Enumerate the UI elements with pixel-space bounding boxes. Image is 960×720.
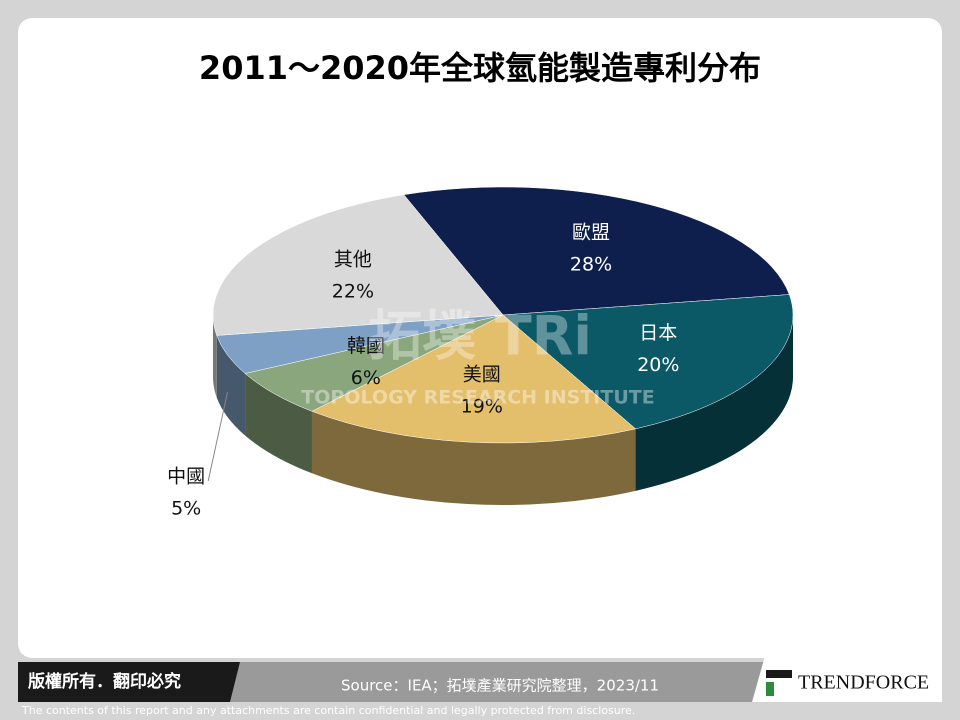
slice-side bbox=[213, 315, 217, 398]
leader-line bbox=[207, 392, 228, 482]
value-label: 6% bbox=[351, 367, 381, 389]
source-band bbox=[230, 662, 770, 702]
slice-side bbox=[311, 411, 636, 505]
watermark-logo: 拓墣 TRi bbox=[368, 305, 592, 368]
copyright: 版權所有．翻印必究 bbox=[28, 671, 181, 692]
slice-label: 日本 bbox=[639, 322, 677, 344]
slice-label: 韓國 bbox=[347, 335, 385, 357]
brand: TRENDFORCE bbox=[798, 672, 929, 694]
tops bbox=[212, 186, 794, 444]
value-label: 20% bbox=[637, 354, 679, 376]
slice-label: 歐盟 bbox=[572, 221, 610, 243]
logo-band bbox=[752, 638, 942, 702]
slice bbox=[403, 186, 790, 316]
chart-title: 2011～2020年全球氫能製造專利分布 bbox=[199, 49, 761, 87]
slice bbox=[311, 314, 637, 444]
logo-mark bbox=[766, 670, 792, 678]
slice-label: 中國 bbox=[167, 465, 205, 487]
slice-side bbox=[245, 373, 312, 474]
slice bbox=[502, 294, 794, 430]
value-label: 5% bbox=[171, 497, 201, 519]
slice-label: 其他 bbox=[334, 249, 372, 271]
labels: 歐盟 28% 日本 20% 美國 19% 韓國 6% 中國 5% 其他 22% bbox=[167, 221, 679, 519]
source: Source：IEA；拓墣產業研究院整理，2023/11 bbox=[341, 677, 659, 695]
disclaimer: The contents of this report and any atta… bbox=[21, 704, 635, 717]
pie: 歐盟 28% 日本 20% 美國 19% 韓國 6% 中國 5% 其他 22% bbox=[167, 186, 794, 519]
value-label: 22% bbox=[332, 281, 374, 303]
slice bbox=[212, 194, 504, 336]
value-label: 28% bbox=[570, 253, 612, 275]
slice-label: 美國 bbox=[463, 364, 501, 386]
value-label: 19% bbox=[461, 396, 503, 418]
logo-mark bbox=[766, 682, 774, 696]
watermark-text: TOPOLOGY RESEARCH INSTITUTE bbox=[301, 387, 654, 409]
